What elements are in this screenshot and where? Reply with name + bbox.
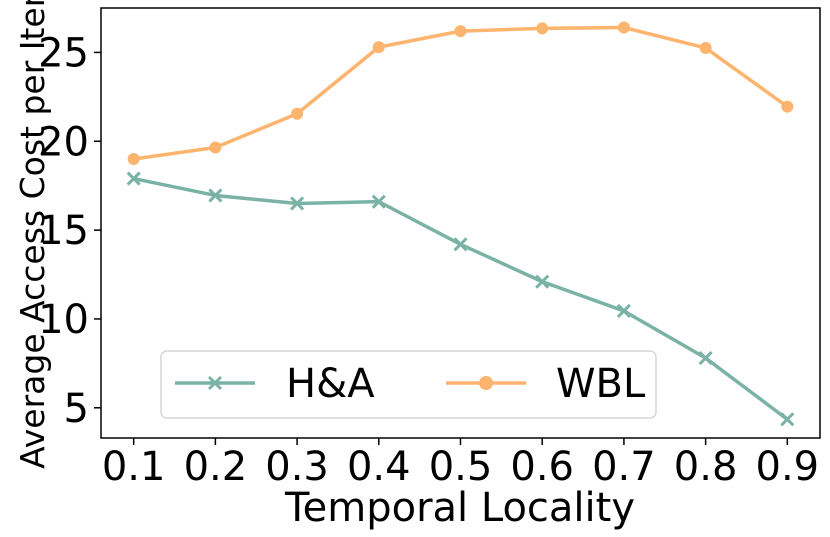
legend-label-ha: H&A	[286, 361, 375, 407]
data-point-ha-stroke-b	[780, 412, 795, 427]
data-point-ha	[698, 350, 713, 366]
data-point-ha-stroke-b	[453, 237, 468, 252]
data-point-ha	[126, 171, 141, 186]
x-tick-label: 0.7	[592, 444, 656, 490]
data-point-wbl	[617, 21, 630, 34]
data-point-ha-stroke-b	[208, 188, 223, 203]
x-tick-label: 0.5	[429, 444, 493, 490]
data-point-ha-stroke-b	[698, 350, 713, 366]
data-point-wbl	[699, 41, 712, 54]
y-axis-label: Average Access Cost per Item	[13, 0, 52, 469]
y-axis: 5 10 15 20 25	[38, 30, 101, 432]
x-tick-label: 0.8	[674, 444, 738, 490]
x-tick-label: 0.6	[510, 444, 574, 490]
data-point-ha	[616, 303, 631, 319]
data-point-wbl	[291, 107, 304, 120]
data-point-wbl	[209, 141, 222, 154]
data-point-ha-stroke-b	[535, 274, 550, 289]
data-point-wbl	[127, 153, 140, 166]
x-tick-label: 0.2	[184, 444, 248, 490]
data-point-wbl	[781, 100, 794, 113]
data-point-ha-stroke-b	[290, 196, 305, 211]
data-point-ha-stroke-b	[371, 194, 386, 209]
data-point-ha	[780, 412, 795, 427]
y-tick-label: 15	[38, 208, 89, 254]
data-point-wbl	[454, 25, 467, 38]
y-tick-label: 10	[38, 297, 89, 343]
legend-label-wbl: WBL	[556, 361, 646, 407]
x-tick-label: 0.1	[102, 444, 166, 490]
data-point-ha	[535, 274, 550, 289]
legend-swatch-ha-marker	[207, 375, 223, 391]
x-tick-label: 0.3	[265, 444, 329, 490]
data-point-wbl	[372, 41, 385, 54]
data-point-ha-stroke-b	[616, 303, 631, 319]
y-tick-label: 5	[64, 386, 89, 432]
x-axis-label: Temporal Locality	[284, 485, 635, 531]
x-axis: 0.1 0.2 0.3 0.4 0.5 0.6 0.7 0.8 0.9	[102, 438, 819, 490]
data-point-wbl	[536, 22, 549, 35]
legend-frame	[160, 350, 657, 419]
y-tick-label: 25	[38, 30, 89, 76]
y-tick-label: 20	[38, 119, 89, 165]
legend: H&A WBL	[160, 350, 657, 419]
data-point-ha	[290, 196, 305, 211]
x-tick-label: 0.4	[347, 444, 411, 490]
data-point-ha	[371, 194, 386, 209]
legend-swatch-wbl-marker	[479, 376, 493, 390]
data-point-ha	[453, 237, 468, 252]
legend-marker-ha-b	[207, 375, 223, 391]
data-point-ha-stroke-b	[126, 171, 141, 186]
series-layer	[126, 21, 795, 427]
data-point-ha	[208, 188, 223, 203]
x-tick-label: 0.9	[756, 444, 820, 490]
legend-marker-wbl	[479, 376, 493, 390]
